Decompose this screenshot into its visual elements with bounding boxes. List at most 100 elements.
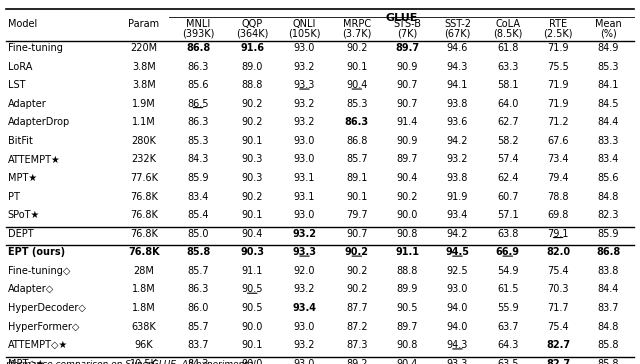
Text: ATTEMPT◇★: ATTEMPT◇★: [8, 340, 68, 350]
Text: 94.6: 94.6: [447, 43, 468, 53]
Text: MPT◇★: MPT◇★: [8, 359, 44, 364]
Text: 79.1: 79.1: [547, 229, 569, 239]
Text: 61.8: 61.8: [497, 43, 518, 53]
Text: 57.4: 57.4: [497, 154, 518, 165]
Text: 71.9: 71.9: [547, 99, 569, 109]
Text: 90.7: 90.7: [396, 80, 418, 90]
Text: 60.7: 60.7: [497, 191, 518, 202]
Text: QQP: QQP: [242, 19, 263, 28]
Text: (105K): (105K): [288, 29, 321, 39]
Text: 76.8K: 76.8K: [130, 191, 158, 202]
Text: 75.4: 75.4: [547, 321, 569, 332]
Text: 62.4: 62.4: [497, 173, 518, 183]
Text: 87.2: 87.2: [346, 321, 367, 332]
Text: 85.7: 85.7: [188, 266, 209, 276]
Text: RTE: RTE: [549, 19, 567, 28]
Text: 91.4: 91.4: [396, 117, 418, 127]
Text: 93.0: 93.0: [294, 210, 316, 220]
Text: MPT★: MPT★: [8, 173, 36, 183]
Text: 93.2: 93.2: [447, 154, 468, 165]
Text: (%): (%): [600, 29, 617, 39]
Text: 90.0: 90.0: [396, 210, 418, 220]
Text: STS-B: STS-B: [393, 19, 421, 28]
Text: 82.7: 82.7: [546, 340, 570, 350]
Text: (67K): (67K): [444, 29, 470, 39]
Text: 90.5: 90.5: [396, 303, 418, 313]
Text: 90.2: 90.2: [345, 247, 369, 257]
Text: 78.8: 78.8: [547, 191, 569, 202]
Text: 76.8K: 76.8K: [130, 229, 158, 239]
Text: 76.8K: 76.8K: [128, 247, 159, 257]
Text: 70.3: 70.3: [547, 284, 569, 294]
Text: 93.2: 93.2: [292, 229, 317, 239]
Text: LoRA: LoRA: [8, 62, 32, 72]
Text: (364K): (364K): [236, 29, 268, 39]
Text: 64.0: 64.0: [497, 99, 518, 109]
Text: 93.0: 93.0: [447, 284, 468, 294]
Text: 1.9M: 1.9M: [132, 99, 156, 109]
Text: 63.3: 63.3: [497, 62, 518, 72]
Text: 85.4: 85.4: [188, 210, 209, 220]
Text: 89.1: 89.1: [346, 173, 367, 183]
Text: 90.4: 90.4: [241, 229, 263, 239]
Text: Adapter: Adapter: [8, 99, 47, 109]
Text: 90.9: 90.9: [396, 62, 418, 72]
Text: 84.8: 84.8: [598, 321, 619, 332]
Text: 67.6: 67.6: [547, 136, 569, 146]
Text: 1.8M: 1.8M: [132, 303, 156, 313]
Text: 92.5: 92.5: [447, 266, 468, 276]
Text: MNLI: MNLI: [186, 19, 210, 28]
Text: 94.1: 94.1: [447, 80, 468, 90]
Text: 89.2: 89.2: [346, 359, 367, 364]
Text: 3.8M: 3.8M: [132, 62, 156, 72]
Text: 58.2: 58.2: [497, 136, 518, 146]
Text: 83.7: 83.7: [598, 303, 619, 313]
Text: 71.2: 71.2: [547, 117, 569, 127]
Text: CoLA: CoLA: [495, 19, 520, 28]
Text: 54.9: 54.9: [497, 266, 518, 276]
Text: PT: PT: [8, 191, 20, 202]
Text: 63.5: 63.5: [497, 359, 518, 364]
Text: 90.1: 90.1: [241, 340, 263, 350]
Text: 90.2: 90.2: [241, 99, 263, 109]
Text: 85.3: 85.3: [346, 99, 367, 109]
Text: 90.2: 90.2: [241, 117, 263, 127]
Text: 93.0: 93.0: [294, 321, 316, 332]
Text: 94.3: 94.3: [447, 340, 468, 350]
Text: 93.4: 93.4: [292, 303, 317, 313]
Text: 86.8: 86.8: [596, 247, 621, 257]
Text: 90.0: 90.0: [241, 359, 263, 364]
Text: 76.8K: 76.8K: [130, 210, 158, 220]
Text: 94.0: 94.0: [447, 303, 468, 313]
Text: 84.8: 84.8: [598, 191, 619, 202]
Text: 90.1: 90.1: [346, 62, 367, 72]
Text: 75.5: 75.5: [547, 62, 569, 72]
Text: 88.8: 88.8: [396, 266, 418, 276]
Text: 85.8: 85.8: [598, 340, 619, 350]
Text: 90.5: 90.5: [241, 284, 263, 294]
Text: 93.2: 93.2: [294, 99, 316, 109]
Text: 58.1: 58.1: [497, 80, 518, 90]
Text: 83.8: 83.8: [598, 266, 619, 276]
Text: 90.0: 90.0: [241, 321, 263, 332]
Text: 89.7: 89.7: [395, 43, 419, 53]
Text: 93.8: 93.8: [447, 99, 468, 109]
Text: 63.8: 63.8: [497, 229, 518, 239]
Text: 90.5: 90.5: [241, 303, 263, 313]
Text: 94.2: 94.2: [447, 136, 468, 146]
Text: 71.7: 71.7: [547, 303, 569, 313]
Text: 90.4: 90.4: [346, 80, 367, 90]
Text: 96K: 96K: [134, 340, 153, 350]
Text: Model: Model: [8, 19, 37, 28]
Text: 90.8: 90.8: [396, 229, 418, 239]
Text: 85.6: 85.6: [598, 173, 619, 183]
Text: 83.7: 83.7: [188, 340, 209, 350]
Text: 90.8: 90.8: [396, 340, 418, 350]
Text: 64.3: 64.3: [497, 340, 518, 350]
Text: 90.3: 90.3: [241, 173, 263, 183]
Text: 90.3: 90.3: [241, 154, 263, 165]
Text: 3.8M: 3.8M: [132, 80, 156, 90]
Text: BitFit: BitFit: [8, 136, 33, 146]
Text: DEPT: DEPT: [8, 229, 33, 239]
Text: 66.9: 66.9: [496, 247, 520, 257]
